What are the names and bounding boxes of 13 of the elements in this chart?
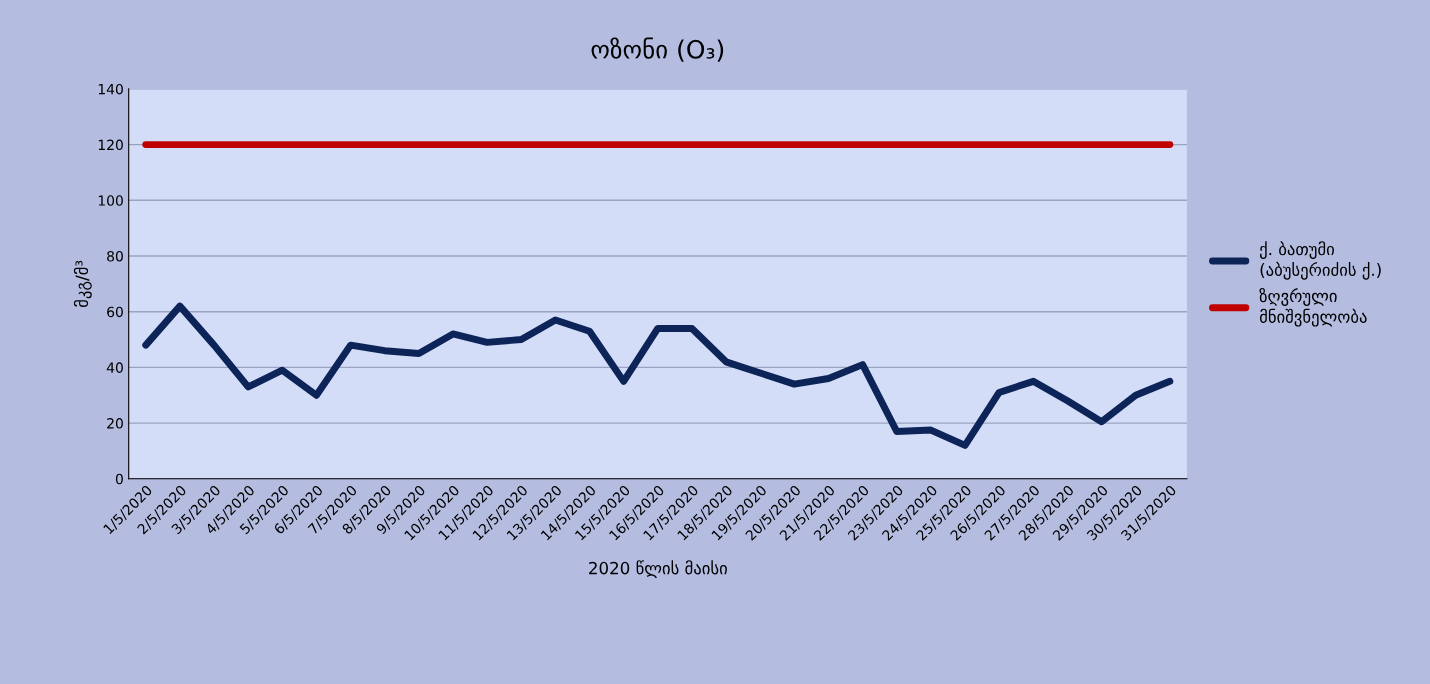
legend-label: ქ. ბათუმი (აბუსერიძის ქ.) — [1259, 241, 1381, 280]
chart-title: ოზონი (O₃) — [591, 37, 724, 62]
y-tick-label: 0 — [115, 473, 123, 485]
y-tick-label: 80 — [107, 250, 123, 262]
y-tick-label: 20 — [107, 418, 123, 429]
y-tick-label: 60 — [107, 306, 123, 318]
y-tick-label: 40 — [106, 362, 123, 373]
y-axis-title: მკგ/მ³ — [73, 260, 92, 307]
x-axis-title: 2020 წლის მაისი — [589, 560, 727, 578]
legend-label: ზღვრული მნიშვნელობა — [1259, 288, 1367, 327]
y-tick-label: 140 — [98, 83, 123, 95]
y-tick-label: 100 — [98, 195, 123, 206]
y-tick-label: 120 — [98, 139, 123, 151]
